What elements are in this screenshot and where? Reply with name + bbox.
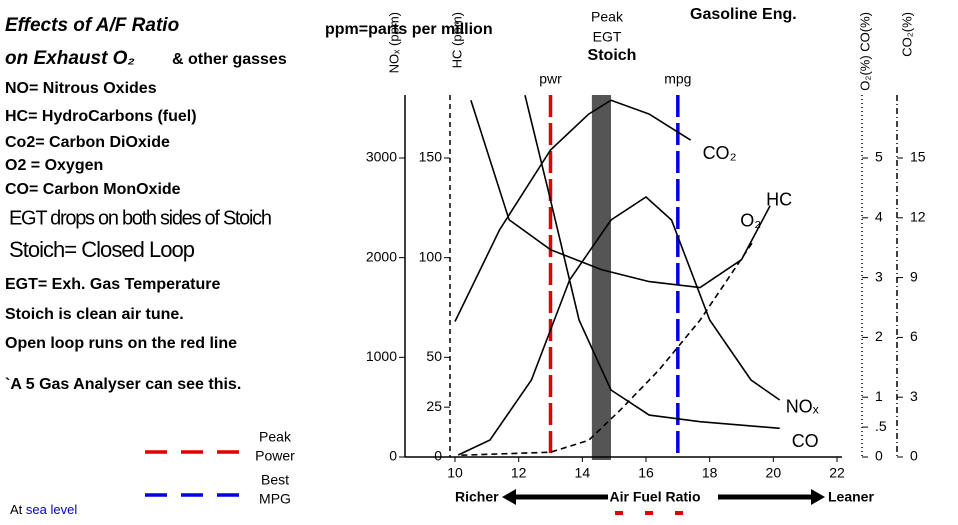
- series-label: O₂: [740, 211, 761, 231]
- legend-label: Best: [261, 472, 289, 488]
- y-tick-label: 1: [875, 388, 883, 404]
- x-tick-label: 14: [575, 465, 591, 481]
- y-tick-label: 100: [419, 248, 443, 264]
- legend-label: Power: [255, 448, 295, 464]
- y-tick-label: 0: [910, 448, 918, 464]
- x-right-label: Leaner: [828, 489, 874, 505]
- series-line: [524, 95, 780, 430]
- stoich-band: [591, 95, 611, 460]
- series-line: [461, 239, 755, 456]
- x-tick-label: 12: [511, 465, 527, 481]
- legend-label: Peak: [259, 429, 292, 445]
- y-tick-label: 12: [910, 209, 926, 225]
- note: EGT= Exh. Gas Temperature: [5, 276, 220, 293]
- note: Open loop runs on the red line: [5, 335, 237, 352]
- legend-label: MPG: [259, 491, 291, 507]
- note: `A 5 Gas Analyser can see this.: [5, 376, 241, 393]
- note: NO= Nitrous Oxides: [5, 80, 157, 97]
- y-tick-label: 3000: [366, 149, 397, 165]
- subtitle-tail: & other gasses: [172, 51, 287, 68]
- marker-label: mpg: [664, 71, 691, 87]
- x-tick-label: 16: [638, 465, 654, 481]
- y-tick-label: 2: [875, 328, 883, 344]
- subtitle: on Exhaust O₂: [5, 48, 135, 69]
- y-tick-label: 4: [875, 209, 883, 225]
- y-axis-title: O₂(%) CO(%): [857, 12, 872, 91]
- note: HC= HydroCarbons (fuel): [5, 108, 197, 125]
- x-axis-title: Air Fuel Ratio: [609, 489, 700, 505]
- footnote: At sea level: [10, 502, 77, 517]
- title: Effects of A/F Ratio: [5, 15, 179, 36]
- y-axis-title: NOₓ (ppm): [386, 12, 401, 73]
- y-tick-label: 0: [389, 448, 397, 464]
- note: Stoich is clean air tune.: [5, 306, 184, 323]
- note: Co2= Carbon DiOxide: [5, 134, 170, 151]
- x-tick-label: 18: [702, 465, 718, 481]
- y-tick-label: 0: [434, 448, 442, 464]
- series-line: [470, 99, 771, 289]
- y-tick-label: 9: [910, 268, 918, 284]
- y-axis-title: CO₂(%): [899, 12, 914, 57]
- band-name: Stoich: [588, 47, 637, 64]
- series-label: CO: [792, 431, 819, 451]
- series-label: NOₓ: [786, 397, 819, 417]
- series-label: HC: [766, 190, 792, 210]
- y-tick-label: 1000: [366, 348, 397, 364]
- note: CO= Carbon MonOxide: [5, 181, 181, 198]
- y-tick-label: 3: [875, 268, 883, 284]
- y-tick-label: .5: [875, 418, 887, 434]
- arrow-head: [811, 489, 825, 505]
- band-label: EGT: [593, 29, 622, 45]
- footnote-at: At: [10, 502, 23, 517]
- x-tick-label: 20: [766, 465, 782, 481]
- y-tick-label: 150: [419, 149, 443, 165]
- x-left-label: Richer: [455, 489, 499, 505]
- y-tick-label: 2000: [366, 248, 397, 264]
- y-tick-label: 0: [875, 448, 883, 464]
- y-tick-label: 6: [910, 328, 918, 344]
- y-tick-label: 50: [426, 348, 442, 364]
- y-axis-title: HC (ppm): [449, 12, 464, 68]
- note: Stoich= Closed Loop: [9, 237, 195, 262]
- series-line: [457, 195, 781, 456]
- note: EGT drops on both sides of Stoich: [9, 207, 271, 229]
- series-label: CO₂: [703, 143, 737, 163]
- y-tick-label: 5: [875, 149, 883, 165]
- x-tick-label: 10: [447, 465, 463, 481]
- engine-label: Gasoline Eng.: [690, 6, 797, 23]
- annotation: ppm=parts per million: [325, 21, 493, 38]
- marker-label: pwr: [539, 71, 562, 87]
- y-tick-label: 3: [910, 388, 918, 404]
- series-line: [454, 99, 692, 322]
- y-tick-label: 15: [910, 149, 926, 165]
- y-tick-label: 25: [426, 398, 442, 414]
- note: O2 = Oxygen: [5, 157, 103, 174]
- arrow-head: [502, 489, 516, 505]
- footnote-tail: sea level: [26, 502, 77, 517]
- band-label: Peak: [591, 9, 624, 25]
- x-tick-label: 22: [829, 465, 845, 481]
